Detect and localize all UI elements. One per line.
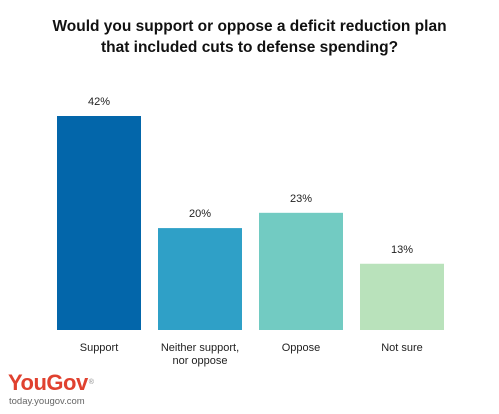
category-label-3-line-0: Not sure xyxy=(381,342,423,354)
category-label-1-line-1: nor oppose xyxy=(172,355,228,367)
bar-2 xyxy=(259,212,343,330)
category-label-0-line-0: Support xyxy=(79,342,119,354)
category-label-0: Support xyxy=(44,342,154,355)
category-label-1: Neither support, nor oppose xyxy=(145,342,255,368)
data-label-2: 23% xyxy=(290,193,312,205)
category-label-3: Not sure xyxy=(347,342,457,355)
category-label-1-line-0: Neither support, xyxy=(160,342,240,354)
data-label-0: 42% xyxy=(88,96,110,108)
chart-title: Would you support or oppose a deficit re… xyxy=(0,16,499,58)
logo-registered-mark: ® xyxy=(88,379,94,386)
yougov-logo: YouGov® xyxy=(8,370,94,395)
logo-you: You xyxy=(8,370,47,395)
category-label-2-line-0: Oppose xyxy=(281,342,321,354)
data-label-1: 20% xyxy=(189,208,211,220)
bar-0 xyxy=(57,116,141,330)
bar-3 xyxy=(360,263,444,330)
bar-1 xyxy=(158,228,242,330)
chart-title-line-2: that included cuts to defense spending? xyxy=(100,39,399,56)
site-url: today.yougov.com xyxy=(9,396,85,407)
logo-gov: Gov xyxy=(46,370,88,395)
category-label-2: Oppose xyxy=(246,342,356,355)
chart-title-line-1: Would you support or oppose a deficit re… xyxy=(52,18,447,35)
data-label-3: 13% xyxy=(391,244,413,256)
